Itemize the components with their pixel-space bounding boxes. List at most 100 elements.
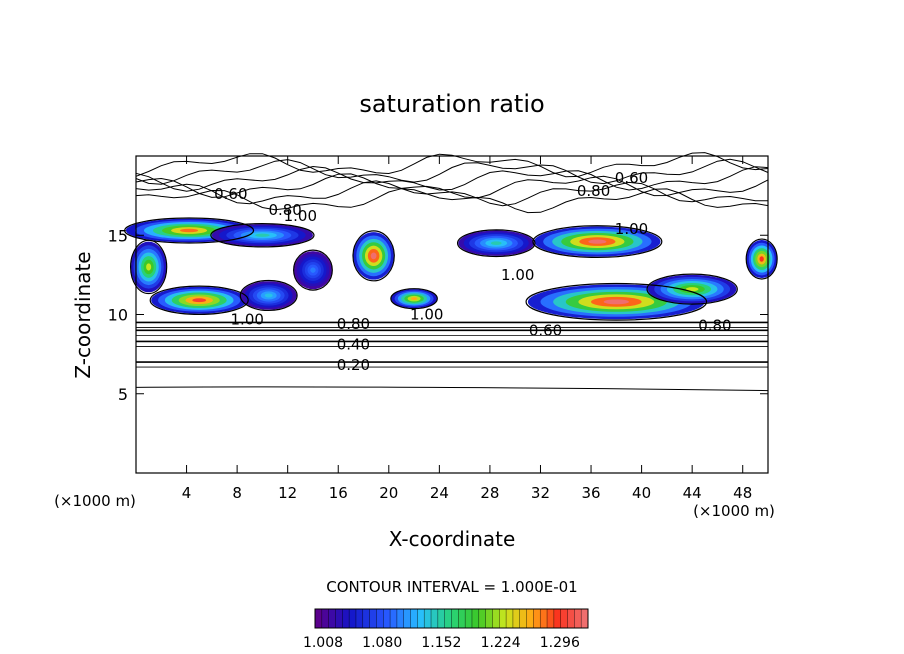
cloud-edge bbox=[532, 225, 663, 259]
saturation-cell bbox=[146, 263, 152, 271]
colorbar-cell bbox=[526, 609, 534, 628]
contour-label: 0.60 bbox=[615, 169, 648, 187]
cloud-edge bbox=[129, 239, 168, 295]
contour-interval-label: CONTOUR INTERVAL = 1.000E-01 bbox=[326, 578, 577, 596]
colorbar-cell bbox=[533, 609, 541, 628]
contour-label: 0.80 bbox=[268, 201, 301, 219]
x-tick-label: 16 bbox=[329, 484, 348, 502]
contour-label: 1.00 bbox=[615, 220, 648, 238]
colorbar-cell bbox=[349, 609, 357, 628]
colorbar-cell bbox=[492, 609, 500, 628]
cloud-edge bbox=[352, 230, 395, 282]
contour-label: 1.00 bbox=[410, 306, 443, 324]
colorbar-cell bbox=[547, 609, 555, 628]
colorbar-cell bbox=[431, 609, 439, 628]
saturation-cell bbox=[588, 239, 607, 244]
x-tick-label: 28 bbox=[480, 484, 499, 502]
lower-contour-lines bbox=[135, 321, 769, 392]
saturation-cell bbox=[180, 228, 199, 233]
colorbar-cell bbox=[342, 609, 350, 628]
colorbar-cell bbox=[355, 609, 364, 628]
colorbar-cell bbox=[376, 609, 384, 628]
colorbar-tick-label: 1.296 bbox=[540, 635, 580, 651]
saturation-cell bbox=[490, 241, 502, 245]
colorbar-cell bbox=[567, 609, 575, 628]
colorbar-tick-labels: 1.008 1.080 1.152 1.224 1.296 bbox=[303, 635, 580, 651]
contour-label: 0.40 bbox=[337, 336, 370, 354]
cloud-edge bbox=[293, 249, 333, 291]
colorbar-tick-label: 1.224 bbox=[481, 635, 521, 651]
saturation-cell bbox=[310, 267, 316, 273]
cloud-edge bbox=[456, 229, 536, 258]
colorbar-cell bbox=[465, 609, 473, 628]
cloud-boundary-contours bbox=[124, 217, 778, 321]
colorbar-tick-label: 1.008 bbox=[303, 635, 343, 651]
colorbar-cell bbox=[451, 609, 459, 628]
colorbar-cell bbox=[383, 609, 391, 628]
saturation-cell bbox=[264, 293, 273, 298]
colorbar-cell bbox=[390, 609, 398, 628]
colorbar-cell bbox=[540, 609, 548, 628]
colorbar-cell bbox=[362, 609, 371, 628]
contour-line bbox=[135, 173, 769, 199]
cloud-edge bbox=[210, 223, 315, 248]
x-tick-label: 20 bbox=[379, 484, 398, 502]
colorbar-cell bbox=[485, 609, 493, 628]
colorbar-cell bbox=[506, 609, 514, 628]
y-tick-label: 15 bbox=[108, 226, 128, 245]
y-axis-label: Z-coordinate bbox=[71, 251, 95, 378]
colorbar-cell bbox=[328, 609, 336, 628]
saturation-cell bbox=[685, 287, 699, 292]
saturation-cell bbox=[192, 298, 207, 303]
contour-line bbox=[135, 180, 769, 207]
colorbar-cell bbox=[499, 609, 507, 628]
colorbar bbox=[314, 609, 589, 628]
x-tick-label: 36 bbox=[581, 484, 600, 502]
saturation-heatmap bbox=[125, 218, 777, 320]
saturation-cell bbox=[759, 256, 764, 262]
contour-line bbox=[135, 188, 769, 214]
saturation-cell bbox=[603, 299, 629, 305]
colorbar-cell bbox=[574, 609, 582, 628]
saturation-cell bbox=[255, 233, 270, 237]
colorbar-frame bbox=[314, 608, 589, 629]
contour-line bbox=[135, 165, 769, 192]
contour-labels: 0.600.801.000.800.601.001.001.00 0.801.00… bbox=[214, 169, 732, 374]
cloud-edge bbox=[239, 279, 298, 312]
chart-title: saturation ratio bbox=[359, 90, 544, 118]
colorbar-cell bbox=[519, 609, 528, 628]
contour-label: 0.80 bbox=[577, 182, 610, 200]
cloud-edge bbox=[745, 238, 778, 280]
colorbar-cell bbox=[458, 609, 466, 628]
colorbar-cell bbox=[417, 609, 425, 628]
colorbar-cell bbox=[396, 609, 405, 628]
x-axis-label: X-coordinate bbox=[389, 527, 516, 551]
cloud-edge bbox=[525, 282, 708, 321]
colorbar-cell bbox=[512, 609, 521, 628]
colorbar-cell bbox=[437, 609, 446, 628]
colorbar-cell bbox=[315, 609, 323, 628]
contour-label: 0.60 bbox=[214, 185, 247, 203]
x-axis-ticks: 4 8 12 16 20 24 28 32 36 40 44 48 bbox=[182, 156, 752, 502]
colorbar-cell bbox=[581, 609, 589, 628]
colorbar-cell bbox=[553, 609, 562, 628]
x-tick-label: 12 bbox=[278, 484, 297, 502]
x-tick-label: 32 bbox=[531, 484, 550, 502]
colorbar-cell bbox=[444, 609, 452, 628]
contour-label: 1.00 bbox=[501, 266, 534, 284]
colorbar-cell bbox=[560, 609, 569, 628]
contour-label: 0.20 bbox=[337, 356, 370, 374]
saturation-cell bbox=[410, 297, 418, 301]
colorbar-tick-label: 1.152 bbox=[421, 635, 461, 651]
y-tick-label: 10 bbox=[108, 306, 128, 325]
cloud-edge bbox=[149, 285, 249, 315]
colorbar-cell bbox=[335, 609, 343, 628]
colorbar-cell bbox=[424, 609, 432, 628]
x-tick-label: 8 bbox=[232, 484, 242, 502]
colorbar-tick-label: 1.080 bbox=[362, 635, 402, 651]
colorbar-cell bbox=[369, 609, 377, 628]
contour-label: 0.80 bbox=[337, 315, 370, 333]
contour-line bbox=[135, 158, 769, 185]
z-unit-label: (×1000 m) bbox=[54, 492, 136, 510]
